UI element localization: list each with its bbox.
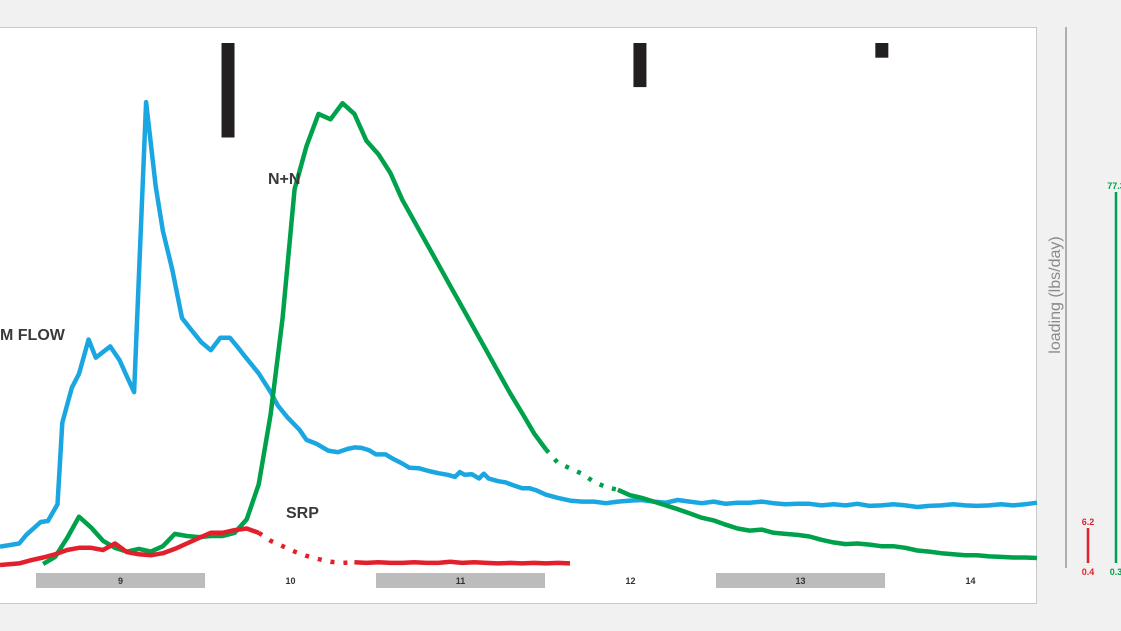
- srp-scale-min: 0.4: [1082, 567, 1095, 577]
- plot-area: [0, 27, 1037, 604]
- flow-series-line: [0, 99, 1038, 549]
- x-tick-11: 11: [456, 576, 466, 586]
- precip-bar-2: [633, 43, 647, 88]
- y-axis-title: loading (lbs/day): [1047, 236, 1064, 353]
- x-tick-12: 12: [625, 576, 635, 586]
- x-tick-9: 9: [118, 576, 123, 586]
- series-lines: [0, 99, 1038, 568]
- x-band-9: [36, 573, 205, 588]
- x-tick-13: 13: [795, 576, 805, 586]
- precip-bar-3: [875, 43, 889, 58]
- x-tick-14: 14: [965, 576, 975, 586]
- nn-scale-max: 77.3: [1107, 181, 1121, 191]
- flow-series-label: M FLOW: [0, 327, 66, 344]
- nn-scale-min: 0.3: [1110, 567, 1121, 577]
- x-band-13: [716, 573, 885, 588]
- nn-series-label: N+N: [268, 171, 300, 188]
- srp-series-line-tail: [354, 559, 571, 566]
- nn-series-line-tail: [616, 487, 1038, 561]
- srp-series-line: [0, 526, 260, 568]
- srp-series-estimated: [257, 530, 355, 566]
- precipitation-bars: [221, 43, 889, 138]
- x-tick-10: 10: [285, 576, 295, 586]
- x-axis-bands: [36, 573, 885, 588]
- loading-scales: 6.2 0.4 77.3 0.3: [1082, 181, 1121, 577]
- x-axis-ticks: 9 10 11 12 13 14: [118, 576, 976, 586]
- precip-bar-1: [221, 43, 235, 138]
- srp-scale-max: 6.2: [1082, 517, 1095, 527]
- srp-series-label: SRP: [286, 505, 319, 522]
- x-band-11: [376, 573, 545, 588]
- nn-series-estimated: [544, 448, 619, 492]
